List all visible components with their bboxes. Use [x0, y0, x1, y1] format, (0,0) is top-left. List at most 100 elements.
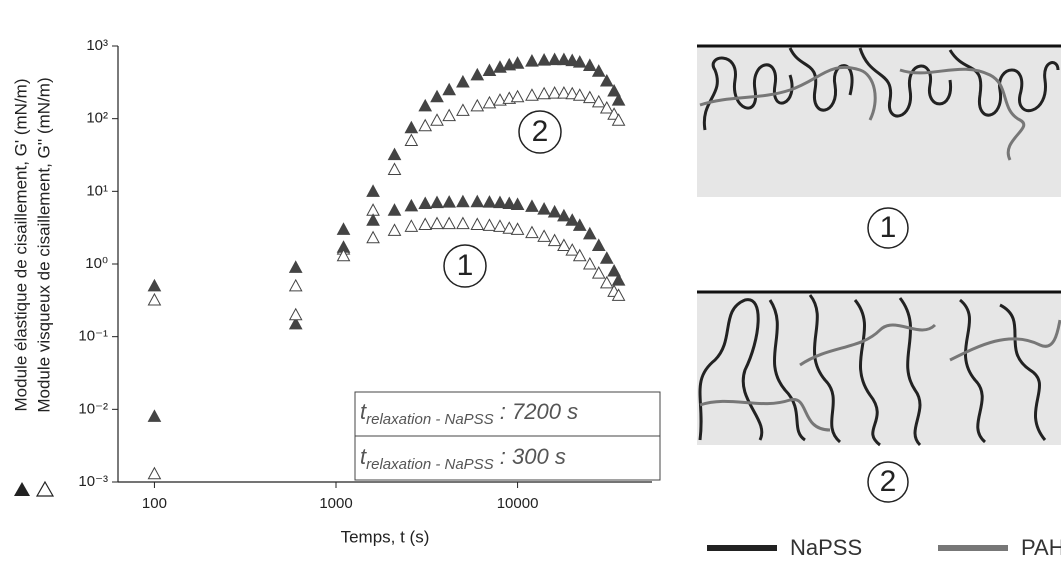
panel-bg — [697, 46, 1061, 197]
data-point — [572, 218, 587, 231]
y-tick-label: 10⁻² — [78, 400, 108, 417]
data-point — [418, 217, 433, 230]
data-point — [599, 73, 614, 87]
data-point — [387, 203, 402, 216]
data-point — [557, 86, 571, 99]
legend-label: PAH — [1021, 535, 1061, 560]
marker-key-filled — [14, 482, 30, 496]
data-point — [147, 278, 162, 292]
data-point — [510, 89, 525, 103]
data-point — [611, 288, 626, 301]
data-point — [591, 64, 606, 77]
data-point — [387, 162, 402, 175]
note-main: t — [360, 399, 367, 424]
data-point — [510, 197, 525, 210]
data-point — [366, 213, 380, 226]
data-point — [565, 53, 580, 67]
label-circle — [518, 110, 562, 154]
data-point — [565, 243, 580, 256]
data-point — [537, 229, 551, 242]
data-point — [442, 82, 457, 96]
label-circle — [867, 207, 909, 249]
data-point — [430, 195, 444, 209]
data-point — [404, 133, 419, 147]
data-point — [502, 196, 517, 210]
data-point — [537, 86, 551, 100]
data-point — [404, 198, 419, 212]
data-point — [442, 216, 457, 230]
note-sub: relaxation - NaPSS — [366, 456, 494, 473]
panel-label: 1 — [880, 211, 897, 244]
data-point — [366, 184, 380, 197]
chart-annotation: 1 — [457, 249, 474, 282]
x-tick-label: 1000 — [319, 495, 352, 512]
data-point — [547, 52, 562, 66]
data-point — [288, 316, 303, 330]
data-point — [482, 63, 497, 77]
data-point — [582, 256, 597, 270]
note-text: : 300 s — [494, 444, 566, 469]
marker-key-open — [35, 480, 55, 497]
data-point — [430, 216, 444, 230]
data-point — [565, 86, 580, 100]
data-point — [387, 147, 402, 161]
legend-label: NaPSS — [790, 535, 862, 560]
data-point — [547, 86, 562, 99]
data-point — [510, 222, 525, 235]
data-point — [599, 275, 614, 289]
data-point — [525, 54, 539, 67]
data-point — [493, 195, 507, 209]
data-point — [482, 95, 497, 109]
data-point — [456, 216, 470, 230]
data-point — [288, 307, 303, 321]
data-point — [456, 74, 470, 88]
data-point — [470, 67, 485, 81]
data-point — [147, 292, 162, 306]
data-point — [537, 53, 551, 66]
data-point — [418, 98, 433, 112]
x-tick-label: 100 — [142, 495, 167, 512]
data-point — [537, 202, 551, 215]
data-point — [418, 118, 433, 132]
data-point — [404, 219, 419, 232]
y-tick-label: 10⁰ — [85, 255, 108, 272]
y-tick-label: 10⁻³ — [78, 473, 108, 490]
data-point — [288, 278, 303, 292]
y-tick-label: 10⁻¹ — [78, 328, 108, 345]
label-circle — [867, 461, 909, 503]
data-point — [557, 208, 571, 222]
panel-label: 2 — [880, 465, 897, 498]
data-point — [288, 260, 303, 273]
data-point — [591, 94, 606, 108]
data-point — [607, 263, 621, 277]
data-point — [336, 248, 351, 262]
data-point — [572, 248, 587, 262]
data-point — [572, 55, 587, 68]
data-point — [336, 222, 351, 235]
data-point — [366, 230, 380, 244]
data-point — [557, 238, 571, 251]
data-point — [470, 217, 485, 230]
y-tick-label: 10³ — [86, 37, 108, 54]
data-point — [482, 218, 497, 231]
data-point — [493, 93, 507, 106]
data-point — [510, 56, 525, 69]
data-point — [547, 233, 562, 247]
data-point — [525, 199, 539, 212]
data-point — [547, 204, 562, 218]
data-point — [525, 88, 539, 101]
data-point — [611, 93, 626, 106]
data-point — [456, 194, 470, 208]
data-point — [442, 195, 457, 208]
panel-bg — [697, 292, 1061, 445]
pah-chains — [699, 65, 1026, 161]
data-point — [482, 195, 497, 208]
data-point — [493, 60, 507, 73]
data-point — [470, 194, 485, 208]
y-axis-title: Module visqueux de cisaillement, G'' (mN… — [34, 77, 53, 412]
data-point — [582, 58, 597, 71]
data-point — [456, 103, 470, 116]
x-axis-title: Temps, t (s) — [341, 527, 430, 546]
data-point — [147, 409, 162, 422]
